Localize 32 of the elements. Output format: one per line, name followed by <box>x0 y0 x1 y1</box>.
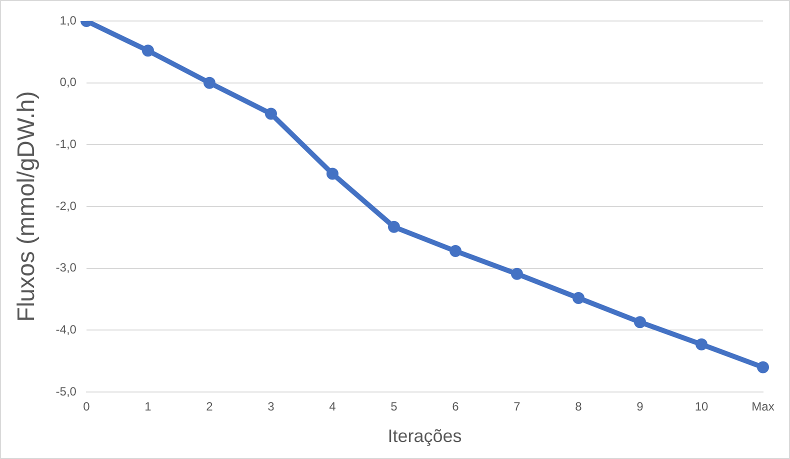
y-tick-label: 0,0 <box>60 75 77 90</box>
y-axis-title: Fluxos (mmol/gDW.h) <box>13 91 40 322</box>
y-tick-label: -4,0 <box>56 322 77 336</box>
x-tick-label: 4 <box>329 400 336 414</box>
x-tick-label: 8 <box>575 400 582 414</box>
point <box>449 245 462 258</box>
point <box>696 338 708 350</box>
y-tick-label: -2,0 <box>56 198 77 213</box>
x-tick-label: 1 <box>144 400 152 414</box>
point <box>572 292 584 304</box>
point <box>142 44 154 57</box>
point <box>388 220 400 233</box>
x-tick-label: Max <box>752 400 774 414</box>
x-tick-label: 6 <box>452 400 460 414</box>
x-tick-label: 0 <box>83 400 90 414</box>
y-tick-label: -5,0 <box>56 384 77 398</box>
x-tick-label: 3 <box>268 400 275 414</box>
x-tick-label: 9 <box>636 400 644 414</box>
x-tick-label: 7 <box>514 400 521 414</box>
point <box>203 76 216 89</box>
point <box>634 316 646 328</box>
y-tick-label: 1,0 <box>60 13 77 28</box>
x-axis-title: Iterações <box>388 426 462 446</box>
x-tick-label: 5 <box>390 400 398 414</box>
y-tick-label: -3,0 <box>56 260 77 275</box>
point <box>757 361 769 374</box>
point <box>264 108 277 120</box>
point <box>510 268 523 280</box>
point <box>326 168 338 180</box>
x-tick-label: 10 <box>694 400 708 414</box>
y-tick-label: -1,0 <box>56 136 77 151</box>
x-tick-label: 2 <box>206 400 214 414</box>
